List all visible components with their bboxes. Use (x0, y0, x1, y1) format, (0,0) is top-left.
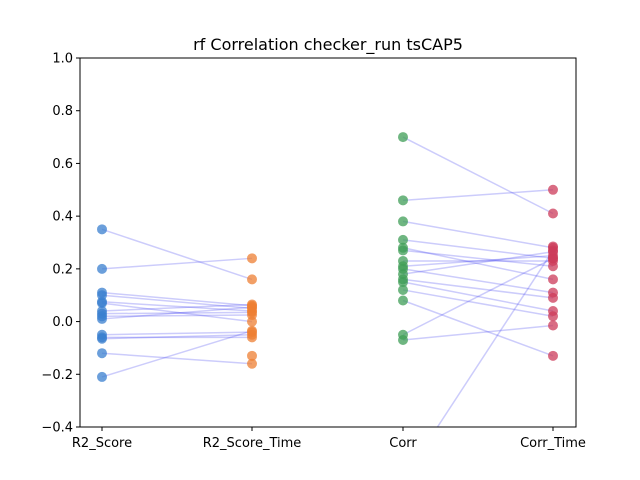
y-tick-label: 1.0 (52, 52, 73, 67)
data-point (548, 241, 558, 252)
data-point (398, 277, 408, 288)
x-tick-label: R2_Score_Time (203, 436, 302, 451)
pair-line (402, 278, 554, 299)
chart-title: rf Correlation checker_run tsCAP5 (193, 35, 463, 55)
y-tick-label: 0.2 (52, 262, 73, 277)
pair-line (101, 330, 253, 378)
data-point (97, 298, 107, 309)
pair-lines (101, 136, 554, 427)
data-point (548, 320, 558, 331)
data-point (247, 309, 257, 320)
y-tick-label: −0.4 (41, 421, 73, 436)
data-point (548, 208, 558, 219)
data-point (548, 274, 558, 285)
data-point (97, 263, 107, 274)
data-point (548, 350, 558, 361)
data-point (398, 335, 408, 346)
data-point (398, 284, 408, 295)
data-point (97, 371, 107, 382)
pair-line (101, 311, 253, 315)
data-point (247, 358, 257, 369)
pair-line (402, 289, 554, 318)
pair-line (402, 220, 554, 249)
data-point (548, 292, 558, 303)
data-point (398, 245, 408, 256)
pair-line (101, 352, 253, 365)
pair-line (402, 281, 554, 312)
pair-line (402, 136, 554, 215)
y-tick-label: 0.6 (52, 157, 73, 172)
pair-line (101, 301, 253, 312)
pair-line (402, 189, 554, 202)
data-points (97, 132, 558, 382)
plot-frame (79, 57, 577, 428)
data-point (398, 234, 408, 245)
data-point (97, 313, 107, 324)
data-point (548, 311, 558, 322)
pair-line (101, 302, 253, 323)
x-axis: R2_Score R2_Score_Time Corr Corr_Time (72, 427, 586, 451)
pair-line (101, 334, 253, 340)
x-tick-label: Corr_Time (520, 436, 586, 451)
pair-line (101, 257, 253, 270)
data-point (247, 274, 257, 285)
y-tick-label: 0.4 (52, 210, 73, 225)
pair-line (101, 314, 253, 318)
y-tick-label: 0.0 (52, 315, 73, 330)
data-point (247, 350, 257, 361)
pair-line (402, 257, 554, 336)
pair-line (436, 249, 554, 427)
pair-line (101, 331, 253, 336)
pair-line (402, 250, 554, 275)
pair-line (101, 228, 253, 281)
y-axis: −0.4 −0.2 0.0 0.2 0.4 0.6 0.8 1.0 (41, 52, 80, 436)
x-tick-label: Corr (389, 436, 417, 451)
data-point (97, 224, 107, 235)
data-point (398, 132, 408, 143)
y-tick-label: −0.2 (41, 368, 73, 383)
data-point (398, 216, 408, 227)
pair-line (402, 249, 554, 267)
data-point (548, 184, 558, 195)
pair-line (402, 268, 554, 294)
pair-line (402, 247, 554, 281)
data-point (398, 295, 408, 306)
data-point (247, 253, 257, 264)
pair-line (101, 303, 253, 312)
y-tick-label: 0.8 (52, 104, 73, 119)
data-point (247, 325, 257, 336)
x-tick-label: R2_Score (72, 436, 132, 451)
pair-line (402, 299, 554, 357)
pair-line (101, 294, 253, 310)
data-point (398, 195, 408, 206)
data-point (97, 333, 107, 344)
pair-line (101, 291, 253, 307)
data-point (247, 302, 257, 313)
pair-line (101, 306, 253, 320)
pair-line (402, 324, 554, 341)
pair-line (402, 254, 554, 267)
data-point (548, 253, 558, 264)
data-point (97, 348, 107, 359)
pair-line (402, 239, 554, 260)
